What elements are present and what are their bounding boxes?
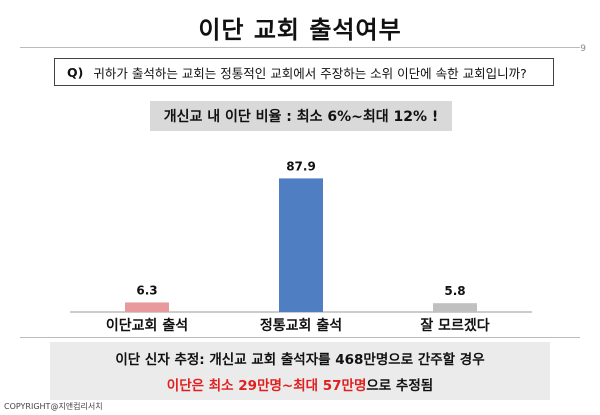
question-text: 귀하가 출석하는 교회는 정통적인 교회에서 주장하는 소위 이단에 속한 교회… <box>93 65 527 81</box>
estimate-note: 이단 신자 추정: 개신교 교회 출석자를 468만명으로 간주할 경우 이단은… <box>50 342 550 400</box>
bar <box>433 303 477 312</box>
category-label: 이단교회 출석 <box>106 317 188 334</box>
summary-banner: 개신교 내 이단 비율 : 최소 6%~최대 12% ! <box>150 101 452 131</box>
estimate-line-1: 이단 신자 추정: 개신교 교회 출석자를 468만명으로 간주할 경우 <box>115 352 485 368</box>
category-label: 잘 모르겠다 <box>420 317 489 334</box>
page-title: 이단 교회 출석여부 <box>198 16 402 44</box>
bar <box>279 178 323 312</box>
data-label: 5.8 <box>444 284 465 298</box>
estimate-highlight: 이단은 최소 29만명~최대 57만명 <box>166 378 367 394</box>
question-prefix: Q) <box>67 64 84 80</box>
page-number: 9 <box>580 44 586 54</box>
estimate-line-2: 이단은 최소 29만명~최대 57만명으로 추정됨 <box>167 374 433 394</box>
category-label: 정통교회 출석 <box>260 317 342 334</box>
title-divider <box>20 47 580 48</box>
bar <box>125 302 169 312</box>
question-box: Q) 귀하가 출석하는 교회는 정통적인 교회에서 주장하는 소위 이단에 속한… <box>54 58 554 86</box>
estimate-suffix: 으로 추정됨 <box>366 378 434 394</box>
data-label: 6.3 <box>136 283 157 297</box>
data-label: 87.9 <box>286 159 316 173</box>
bar-chart: 6.3 이단교회 출석 87.9 정통교회 출석 5.8 잘 모르겠다 <box>70 159 532 334</box>
copyright: COPYRIGHT@지앤컴리서치 <box>4 402 103 411</box>
chart-bottom-divider <box>20 337 580 338</box>
